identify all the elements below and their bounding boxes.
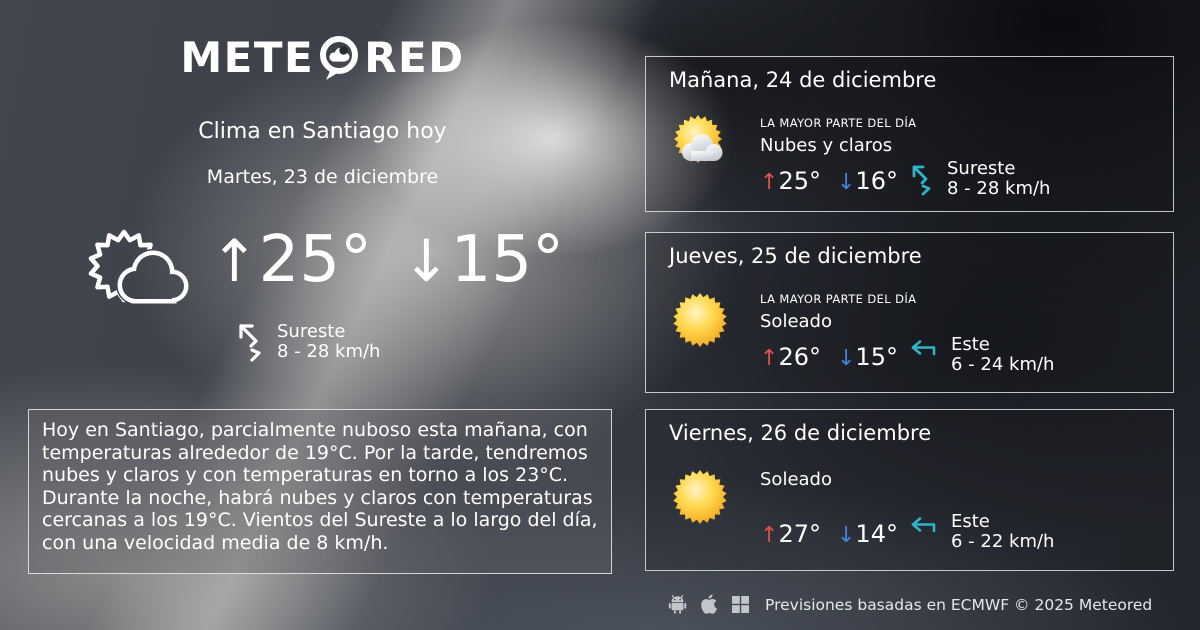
forecast-day-title: Mañana, 24 de diciembre [669,68,937,92]
temp-down-arrow-icon: ↓ [836,170,856,195]
temp-up-arrow-icon: ↑ [760,523,779,548]
current-wind: Sureste 8 - 28 km/h [236,322,380,364]
temp-down-arrow-icon: ↓ [836,346,856,371]
logo-text-left: METE [180,33,315,82]
meteored-logo[interactable]: METE RED [0,34,645,82]
logo-text-right: RED [364,33,465,82]
forecast-wind: Sureste 8 - 28 km/h [910,159,1050,199]
attribution-text: Previsiones basadas en ECMWF © 2025 Mete… [765,596,1153,614]
speech-bubble-cloud-icon [314,34,364,82]
forecast-condition: Soleado [760,469,832,490]
forecast-day-title: Jueves, 25 de diciembre [669,244,922,268]
forecast-summary-text: Hoy en Santiago, parcialmente nuboso est… [28,409,612,574]
current-wind-direction: Sureste [277,321,346,342]
wind-direction-west-icon [910,335,940,375]
forecast-wind: Este 6 - 24 km/h [910,335,1054,375]
current-temp-max: ↑25° [210,223,373,297]
forecast-card-tomorrow[interactable]: Mañana, 24 de diciembre LA MAYOR PARTE D… [645,56,1174,212]
forecast-wind-speed: 6 - 22 km/h [951,531,1055,552]
temp-up-arrow-icon: ↑ [210,227,259,295]
wind-direction-northwest-icon [236,322,268,364]
windows-icon[interactable] [732,595,749,613]
page-title: Clima en Santiago hoy [198,119,447,144]
temp-down-arrow-icon: ↓ [836,523,856,548]
forecast-wind-direction: Sureste [947,158,1016,179]
current-wind-speed: 8 - 28 km/h [277,341,381,362]
forecast-condition: Nubes y claros [760,135,893,156]
temp-up-arrow-icon: ↑ [760,346,779,371]
current-date: Martes, 23 de diciembre [206,166,439,188]
apple-icon[interactable] [701,594,718,614]
temp-up-arrow-icon: ↑ [760,170,779,195]
forecast-temps: ↑26° ↓15° [760,343,898,371]
current-temp-min: ↓15° [402,223,565,297]
app-platform-icons [668,594,749,614]
forecast-wind: Este 6 - 22 km/h [910,512,1054,552]
forecast-temps: ↑27° ↓14° [760,520,898,548]
forecast-period-label: LA MAYOR PARTE DEL DÍA [760,292,917,306]
forecast-wind-speed: 8 - 28 km/h [947,178,1051,199]
forecast-wind-direction: Este [951,334,990,355]
temp-down-arrow-icon: ↓ [402,227,451,295]
forecast-wind-direction: Este [951,511,990,532]
forecast-card-thursday[interactable]: Jueves, 25 de diciembre LA MAYOR PARTE D… [645,232,1174,393]
forecast-period-label: LA MAYOR PARTE DEL DÍA [760,116,917,130]
android-icon[interactable] [668,594,687,614]
forecast-condition: Soleado [760,311,832,332]
sun-with-cloud-icon [670,115,730,173]
sun-behind-cloud-outline-icon [84,224,202,316]
wind-direction-northwest-icon [910,159,936,199]
sun-icon [670,291,730,349]
forecast-temps: ↑25° ↓16° [760,167,898,195]
forecast-day-title: Viernes, 26 de diciembre [669,421,932,445]
forecast-wind-speed: 6 - 24 km/h [951,354,1055,375]
wind-direction-west-icon [910,512,940,552]
sun-icon [670,468,730,526]
forecast-card-friday[interactable]: Viernes, 26 de diciembre Soleado ↑27° ↓14… [645,409,1174,571]
